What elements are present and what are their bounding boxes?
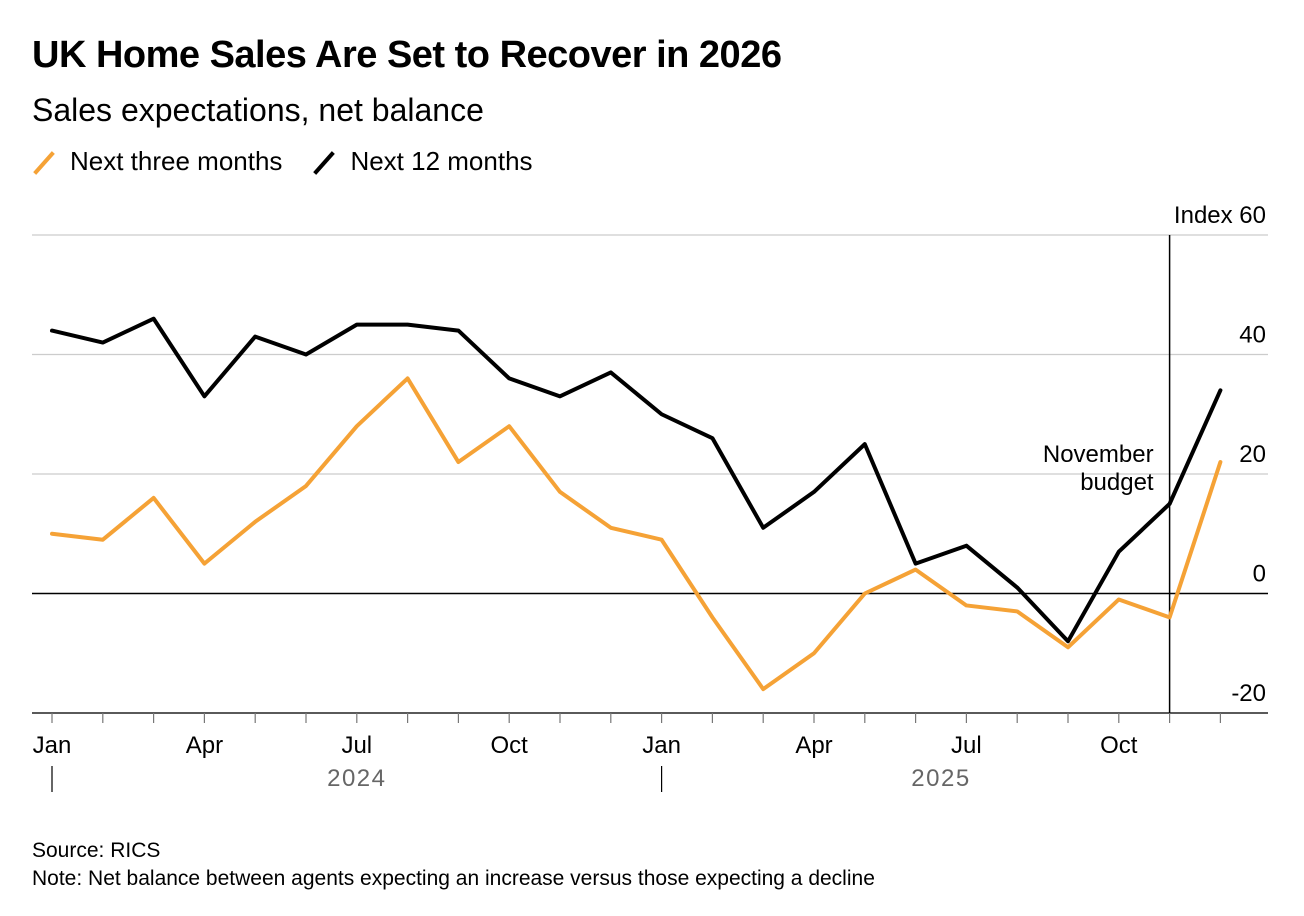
y-tick-label: Index 60 xyxy=(1174,202,1266,229)
annotation-label-line: November xyxy=(1043,441,1154,468)
x-tick-label: Jul xyxy=(341,732,372,759)
x-tick-label: Apr xyxy=(795,732,832,759)
legend-label-three-months: Next three months xyxy=(70,146,283,176)
x-tick-label: Jan xyxy=(642,732,681,759)
x-tick-label: Jan xyxy=(33,732,72,759)
annotation-label: November budget xyxy=(1043,441,1154,496)
y-tick-label: 20 xyxy=(1239,441,1266,468)
legend-label-twelve-months: Next 12 months xyxy=(350,146,533,176)
chart-title: UK Home Sales Are Set to Recover in 2026 xyxy=(32,34,782,76)
legend-swatch-three-months xyxy=(33,150,55,175)
legend-swatch-twelve-months xyxy=(313,150,336,175)
source-note: Source: RICS xyxy=(32,839,161,862)
x-tick-label: Oct xyxy=(491,732,529,759)
series-line-twelve-months xyxy=(50,316,1223,644)
annotation-label-line: budget xyxy=(1080,469,1154,496)
chart-subtitle: Sales expectations, net balance xyxy=(32,92,484,128)
x-tick-label: Apr xyxy=(186,732,223,759)
legend: Next three months Next 12 months xyxy=(32,146,563,177)
legend-item-three-months: Next three months xyxy=(32,146,282,177)
y-tick-label: -20 xyxy=(1231,680,1266,707)
legend-item-twelve-months: Next 12 months xyxy=(312,146,533,177)
year-label: 2024 xyxy=(327,765,386,792)
footnote: Note: Net balance between agents expecti… xyxy=(32,867,875,890)
legend-line-twelve-months xyxy=(313,150,336,175)
series-line-three-months xyxy=(50,376,1223,692)
x-tick-label: Oct xyxy=(1100,732,1138,759)
legend-line-three-months xyxy=(33,150,55,175)
x-tick-label: Jul xyxy=(951,732,982,759)
y-tick-label: 40 xyxy=(1239,322,1266,349)
y-tick-label: 0 xyxy=(1253,561,1266,588)
year-label: 2025 xyxy=(911,765,970,792)
